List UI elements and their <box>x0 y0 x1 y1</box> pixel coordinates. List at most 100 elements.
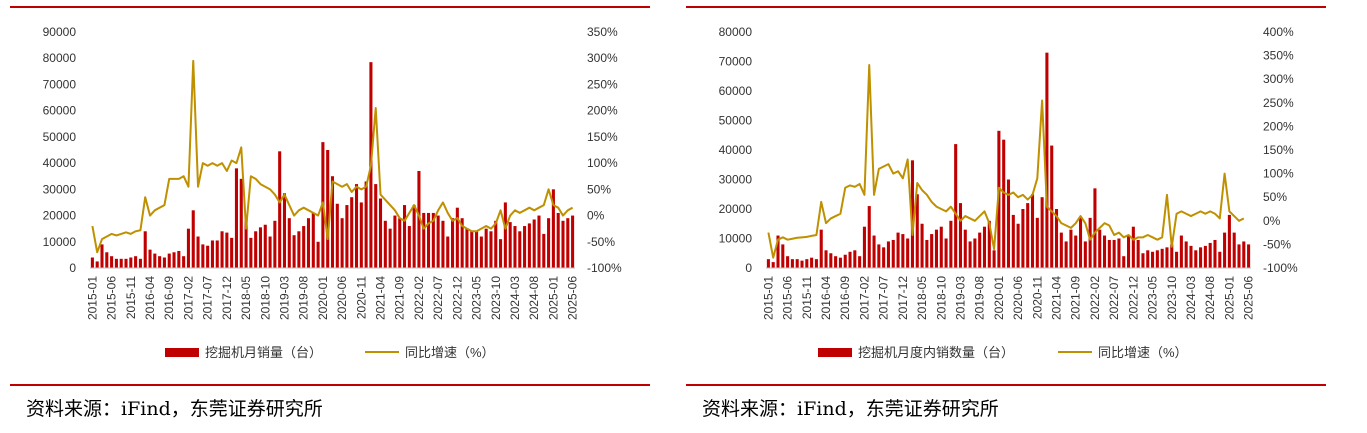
bar <box>843 254 847 268</box>
bar <box>771 262 775 268</box>
bar <box>215 240 219 268</box>
y-right-tick-label: -50% <box>587 235 615 249</box>
x-tick-label: 2021-04 <box>374 276 388 320</box>
y-right-tick-label: 350% <box>1263 49 1294 63</box>
bar <box>992 250 996 268</box>
bar <box>484 228 488 268</box>
bar <box>494 220 498 268</box>
bar <box>402 205 407 268</box>
x-tick-label: 2018-10 <box>934 276 948 320</box>
bar <box>220 231 224 268</box>
bar <box>954 144 958 268</box>
bar <box>364 181 368 268</box>
bar <box>393 215 397 268</box>
bar <box>1160 248 1164 268</box>
bar <box>518 231 522 268</box>
bar <box>958 203 963 268</box>
x-tick-label: 2023-05 <box>1146 276 1160 320</box>
x-tick-label: 2017-07 <box>201 276 215 320</box>
bar <box>388 228 392 268</box>
bar <box>206 245 210 268</box>
x-tick-label: 2017-02 <box>181 276 195 320</box>
bar <box>153 253 157 268</box>
bar <box>1016 223 1020 268</box>
y-left-tick-label: 50000 <box>719 114 753 128</box>
bar <box>566 218 570 268</box>
bar <box>1242 241 1246 268</box>
bar <box>1074 235 1078 268</box>
x-tick-label: 2022-02 <box>1088 276 1102 320</box>
bar <box>513 226 517 268</box>
bar <box>1112 239 1116 268</box>
bar <box>1103 235 1107 268</box>
bar <box>1218 251 1222 268</box>
bar <box>1054 209 1059 268</box>
y-right-tick-label: 100% <box>587 156 618 170</box>
bar <box>263 224 267 268</box>
x-tick-label: 2021-04 <box>1050 276 1064 320</box>
x-tick-label: 2025-06 <box>566 276 580 320</box>
bar <box>234 168 238 268</box>
bar <box>143 231 147 268</box>
bar <box>1078 217 1083 268</box>
bar <box>273 220 277 268</box>
bar <box>158 256 162 268</box>
growth-line <box>91 59 574 254</box>
bar <box>244 215 248 268</box>
y-left-tick-label: 20000 <box>43 209 77 223</box>
bar <box>119 258 123 268</box>
bar <box>1083 241 1087 268</box>
bar <box>867 206 871 268</box>
bar <box>896 232 900 268</box>
y-right-tick-label: 0% <box>587 209 605 223</box>
x-tick-label: 2020-01 <box>316 276 330 320</box>
bar <box>934 229 938 268</box>
legend-swatch-bars <box>818 348 852 357</box>
x-tick-label: 2021-09 <box>1069 276 1083 320</box>
x-tick-label: 2024-03 <box>1184 276 1198 320</box>
y-right-tick-label: 100% <box>1263 167 1294 181</box>
bar <box>1021 209 1025 268</box>
bar <box>1040 197 1044 268</box>
legend-swatch-bars <box>165 348 199 357</box>
x-tick-label: 2015-06 <box>105 276 119 320</box>
bar <box>1122 256 1126 268</box>
bar <box>330 176 335 268</box>
y-right-tick-label: 250% <box>1263 96 1294 110</box>
bar <box>814 259 818 268</box>
x-tick-label: 2017-12 <box>896 276 910 320</box>
bar <box>441 220 445 268</box>
bar <box>858 256 862 268</box>
bar <box>354 184 359 268</box>
bar <box>359 202 363 268</box>
legend-label-line: 同比增速（%） <box>405 345 495 360</box>
bar <box>182 256 186 268</box>
y-right-tick-label: -50% <box>1263 237 1291 251</box>
bar <box>129 257 133 268</box>
y-left-tick-label: 80000 <box>43 51 77 65</box>
x-tick-label: 2015-06 <box>781 276 795 320</box>
bar <box>451 218 455 268</box>
bar <box>1170 244 1174 268</box>
y-left-tick-label: 0 <box>745 261 752 275</box>
x-tick-label: 2022-07 <box>431 276 445 320</box>
bar <box>335 203 339 268</box>
bar <box>489 231 493 268</box>
bar <box>427 212 431 268</box>
bar <box>1237 244 1241 268</box>
bar <box>1002 139 1006 268</box>
bar <box>561 220 565 268</box>
bar <box>1131 226 1135 268</box>
bar <box>302 226 306 268</box>
bar <box>311 212 315 268</box>
bar <box>547 218 551 268</box>
bar <box>378 198 383 268</box>
y-left-tick-label: 10000 <box>719 232 753 246</box>
bar <box>282 193 287 268</box>
y-right-tick-label: 200% <box>587 104 618 118</box>
x-tick-label: 2018-10 <box>258 276 272 320</box>
bar <box>412 205 416 268</box>
bar <box>862 226 866 268</box>
bottom-rule <box>686 384 1326 386</box>
x-tick-label: 2017-07 <box>877 276 891 320</box>
